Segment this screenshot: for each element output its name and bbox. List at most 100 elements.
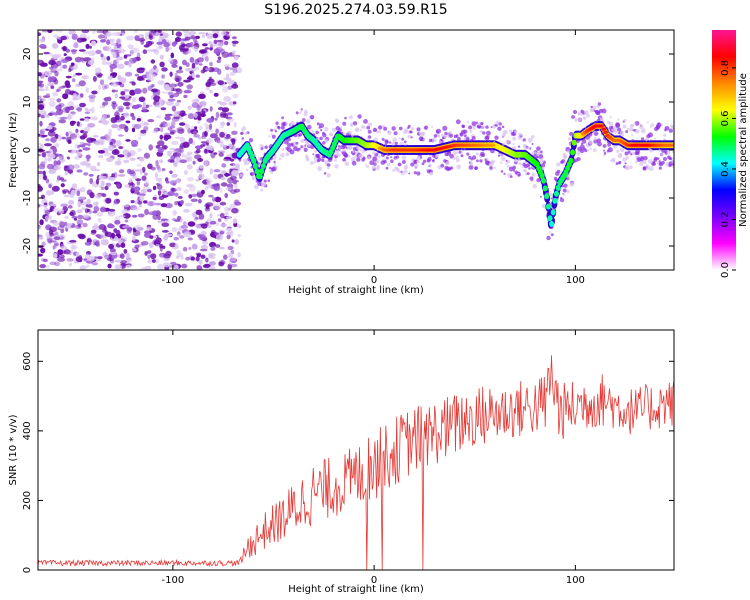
ridge-halo xyxy=(289,149,295,155)
noise-blob xyxy=(160,203,168,208)
noise-blob xyxy=(179,136,185,143)
noise-blob xyxy=(205,67,211,71)
noise-blob xyxy=(160,126,164,133)
ridge-halo xyxy=(367,129,372,134)
noise-blob xyxy=(213,152,218,155)
ridge-halo xyxy=(357,114,362,119)
ridge-halo xyxy=(563,154,568,159)
noise-blob xyxy=(97,256,103,260)
ridge-halo xyxy=(550,233,554,237)
noise-blob xyxy=(131,115,136,121)
noise-blob xyxy=(125,139,131,142)
ridge-halo xyxy=(352,153,355,156)
noise-blob xyxy=(81,30,90,34)
ridge-halo xyxy=(307,143,311,147)
ridge-halo xyxy=(574,157,577,160)
noise-blob xyxy=(72,93,78,100)
noise-blob xyxy=(144,172,148,176)
ridge-core xyxy=(547,215,553,222)
noise-blob xyxy=(169,131,175,135)
ridge-halo xyxy=(641,156,644,159)
figure-title: S196.2025.274.03.59.R15 xyxy=(264,2,447,18)
noise-blob xyxy=(224,172,229,178)
noise-blob xyxy=(124,54,132,57)
noise-blob xyxy=(120,242,126,248)
noise-blob xyxy=(180,224,189,229)
ridge-halo xyxy=(639,161,644,166)
noise-blob xyxy=(187,221,196,227)
ridge-halo xyxy=(472,125,477,130)
ridge-halo xyxy=(335,118,339,122)
ridge-halo xyxy=(309,161,314,165)
noise-blob xyxy=(179,235,185,239)
noise-blob xyxy=(220,182,228,187)
noise-blob xyxy=(237,252,241,258)
ridge-halo xyxy=(636,157,642,163)
ridge-halo xyxy=(475,152,480,156)
noise-blob xyxy=(155,101,164,108)
ridge-halo xyxy=(359,129,362,132)
noise-blob xyxy=(169,95,174,99)
ridge-core xyxy=(571,139,577,146)
noise-blob xyxy=(48,184,52,189)
ridge-halo xyxy=(366,165,370,169)
noise-blob xyxy=(147,254,151,259)
noise-blob xyxy=(152,210,158,217)
noise-blob xyxy=(113,198,120,205)
noise-blob xyxy=(38,104,45,110)
noise-blob xyxy=(98,138,105,144)
noise-blob xyxy=(92,135,99,138)
noise-blob xyxy=(105,197,112,204)
noise-blob xyxy=(229,71,236,76)
noise-blob xyxy=(111,43,117,46)
noise-blob xyxy=(87,123,96,128)
noise-blob xyxy=(201,240,209,245)
noise-blob xyxy=(126,35,134,41)
noise-blob xyxy=(142,101,146,108)
noise-blob xyxy=(172,113,180,117)
ridge-halo xyxy=(290,142,294,146)
noise-blob xyxy=(107,224,115,229)
snr-ytick-label: 600 xyxy=(22,352,33,371)
noise-blob xyxy=(98,224,106,230)
ridge-halo xyxy=(512,166,516,170)
noise-blob xyxy=(39,120,43,127)
colorbar-label: Normalized spectral amplitude xyxy=(738,73,749,227)
noise-blob xyxy=(230,263,238,268)
noise-blob xyxy=(96,74,103,78)
noise-blob xyxy=(94,67,102,74)
noise-blob xyxy=(221,163,227,168)
noise-blob xyxy=(70,148,75,155)
noise-blob xyxy=(113,172,118,178)
noise-blob xyxy=(98,84,102,91)
noise-blob xyxy=(121,236,128,243)
ridge-halo xyxy=(471,121,477,127)
noise-blob xyxy=(200,254,206,259)
ridge-halo xyxy=(324,160,329,165)
noise-blob xyxy=(114,264,122,270)
ridge-halo xyxy=(281,116,284,120)
noise-blob xyxy=(132,207,140,211)
noise-blob xyxy=(77,223,81,228)
ridge-peak xyxy=(490,143,496,147)
ridge-halo xyxy=(469,161,474,166)
ridge-halo xyxy=(342,157,346,162)
noise-blob xyxy=(92,75,97,82)
noise-blob xyxy=(181,263,188,269)
noise-blob xyxy=(143,152,150,159)
noise-blob xyxy=(232,36,237,40)
noise-blob xyxy=(209,61,213,67)
noise-blob xyxy=(218,41,224,47)
noise-blob xyxy=(91,229,97,234)
noise-blob xyxy=(124,61,130,66)
noise-blob xyxy=(209,133,218,139)
ridge-halo xyxy=(611,125,614,129)
noise-blob xyxy=(123,249,128,254)
noise-blob xyxy=(148,30,156,37)
noise-blob xyxy=(155,160,159,166)
ridge-halo xyxy=(531,172,536,177)
noise-blob xyxy=(43,110,47,117)
noise-blob xyxy=(233,121,237,128)
noise-blob xyxy=(125,106,130,110)
noise-blob xyxy=(147,201,154,207)
